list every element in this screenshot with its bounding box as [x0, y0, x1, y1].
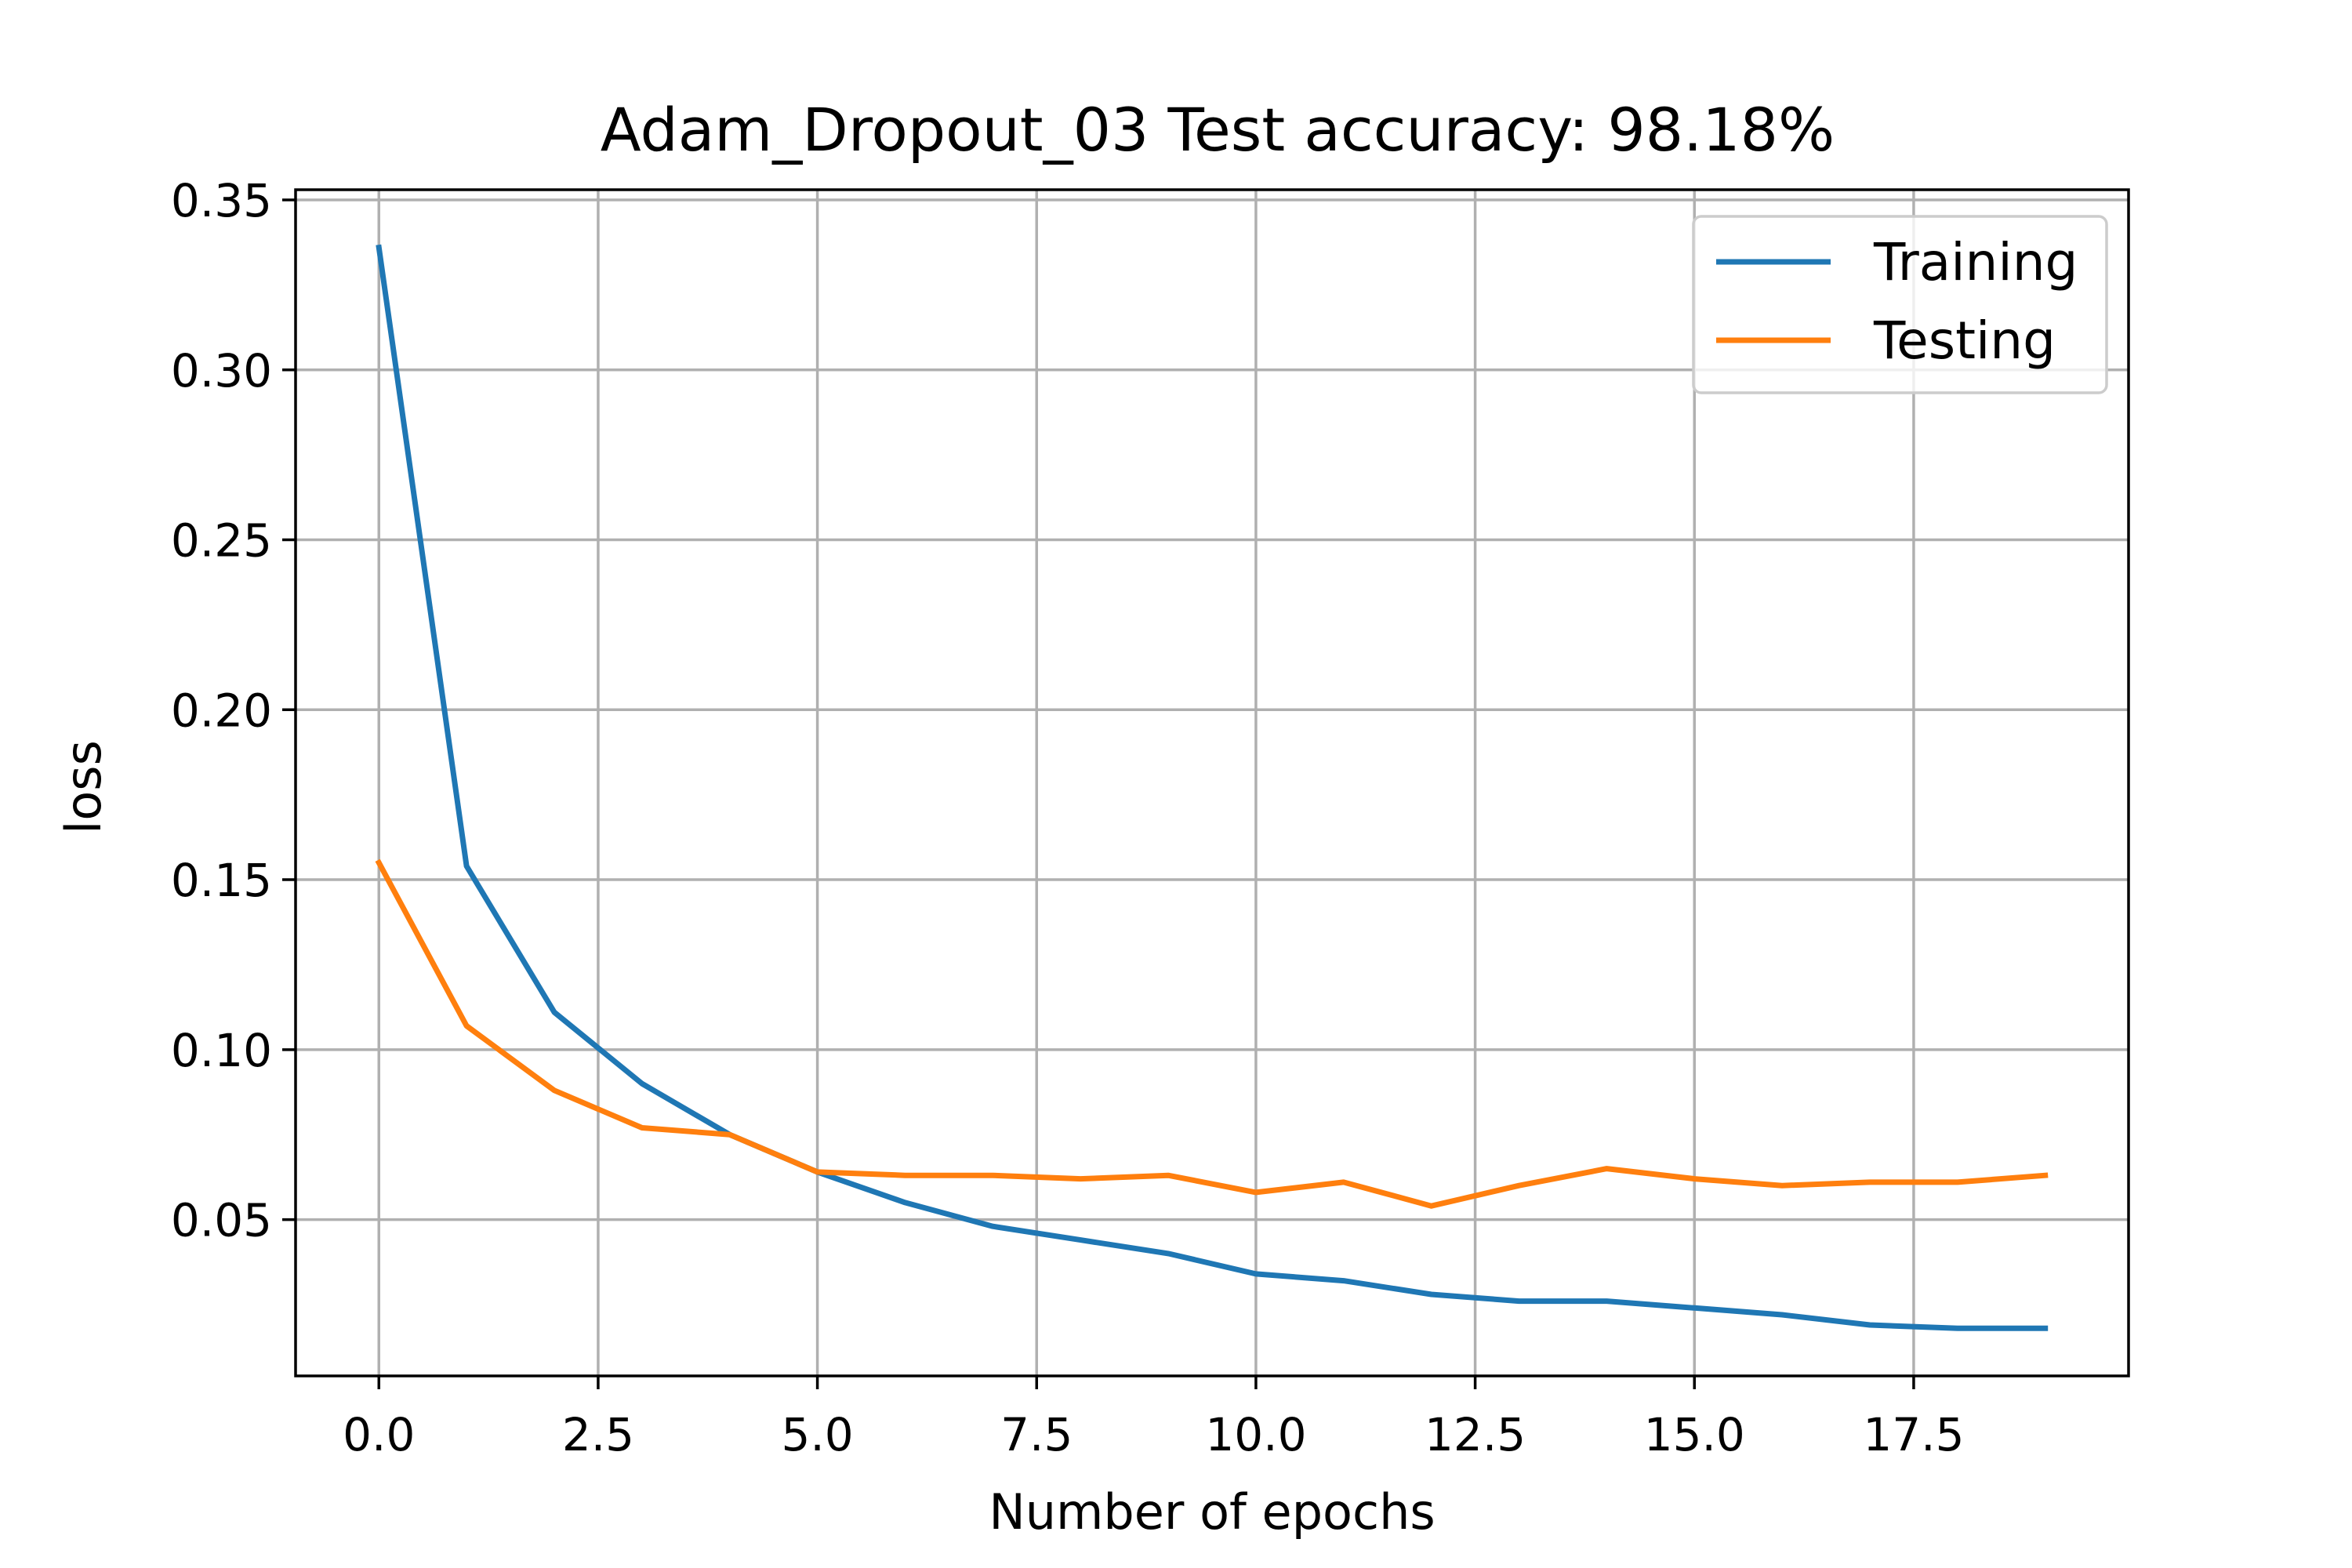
- legend-label-testing: Testing: [1873, 310, 2056, 371]
- series-line-testing: [375, 858, 2049, 1209]
- x-tick-label: 7.5: [1000, 1408, 1073, 1461]
- y-tick-label: 0.20: [171, 684, 272, 737]
- chart-title: Adam_Dropout_03 Test accuracy: 98.18%: [601, 95, 1835, 165]
- x-axis-label: Number of epochs: [989, 1483, 1435, 1541]
- y-tick-label: 0.05: [171, 1194, 272, 1247]
- x-tick-label: 5.0: [781, 1408, 853, 1461]
- y-tick-label: 0.30: [171, 344, 272, 397]
- legend-label-training: Training: [1873, 232, 2078, 292]
- series-line-training: [376, 244, 2049, 1331]
- y-tick-label: 0.25: [171, 514, 272, 568]
- x-tick-label: 12.5: [1425, 1408, 1526, 1461]
- y-axis-label: loss: [55, 740, 112, 834]
- y-tick-label: 0.10: [171, 1024, 272, 1077]
- x-tick-label: 0.0: [343, 1408, 415, 1461]
- y-tick-label: 0.15: [171, 854, 272, 907]
- x-tick-label: 15.0: [1644, 1408, 1745, 1461]
- axis-ticks: 0.0 2.5 5.0 7.5 10.0 12.5 15.0 17.5 0.05 0.10 0.15…: [171, 174, 1965, 1461]
- series-lines: [375, 244, 2049, 1331]
- x-tick-label: 10.0: [1205, 1408, 1306, 1461]
- x-tick-label: 17.5: [1863, 1408, 1964, 1461]
- y-tick-label: 0.35: [171, 174, 272, 227]
- x-tick-label: 2.5: [562, 1408, 634, 1461]
- legend: Training Testing: [1692, 215, 2108, 394]
- plot-area-frame: [294, 188, 2130, 1377]
